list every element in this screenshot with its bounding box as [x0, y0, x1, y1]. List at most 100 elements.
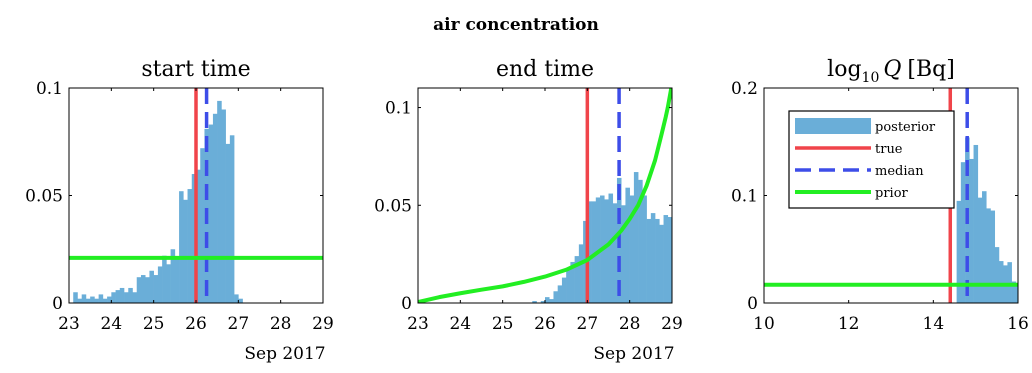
- posterior-bar: [604, 199, 609, 303]
- posterior-bar: [591, 201, 597, 303]
- title-var: Q: [883, 57, 901, 82]
- y-tick-label: 0: [52, 294, 63, 314]
- panels: 23 24 25 26 27 28 29 0 0.05 0.1 Sep 2017 start time…: [25, 57, 1032, 364]
- x-tick-label: 10: [753, 314, 775, 334]
- posterior-bar: [663, 215, 669, 303]
- x-tick-label: 28: [619, 314, 641, 334]
- legend-label-prior: prior: [875, 186, 909, 201]
- posterior-bar: [612, 203, 618, 303]
- posterior-bar: [200, 148, 205, 303]
- posterior-bar: [629, 195, 635, 303]
- y-tick-label: 0.1: [36, 79, 63, 99]
- y-tick-label: 0: [747, 294, 758, 314]
- posterior-bar: [672, 219, 677, 303]
- posterior-bar: [540, 301, 546, 303]
- posterior-bar: [532, 301, 537, 303]
- panel-title: start time: [141, 57, 250, 82]
- x-tick-label: 12: [838, 314, 860, 334]
- posterior-bar: [667, 217, 672, 303]
- figure-title: air concentration: [433, 15, 599, 35]
- posterior-bar: [1015, 284, 1018, 303]
- y-tick-label: 0.2: [731, 79, 758, 99]
- posterior-bar: [566, 269, 571, 303]
- posterior-bar: [153, 275, 159, 303]
- posterior-bar: [650, 213, 656, 303]
- posterior-bar: [90, 296, 95, 303]
- posterior-bar: [179, 191, 184, 303]
- posterior-bar: [549, 299, 554, 303]
- posterior-bar: [1011, 281, 1017, 303]
- posterior-bar: [990, 210, 996, 303]
- posterior-bar: [145, 277, 150, 303]
- posterior-bar: [136, 277, 142, 303]
- x-tick-label: 23: [58, 314, 80, 334]
- posterior-bar: [545, 297, 550, 303]
- posterior-bar: [157, 266, 163, 303]
- prior-curve: [418, 88, 672, 303]
- y-tick-label: 0: [401, 294, 412, 314]
- posterior-bar: [85, 298, 91, 303]
- legend-swatch-posterior: [795, 118, 871, 134]
- posterior-bar: [659, 224, 664, 303]
- panel-2: 23 24 25 26 27 28 29 0 0.05 0.1 Sep 2017 end time: [374, 57, 683, 364]
- posterior-bar: [969, 158, 974, 303]
- posterior-bar: [587, 201, 592, 303]
- legend: posterior true median prior: [788, 110, 955, 209]
- posterior-bar: [973, 144, 979, 303]
- x-tick-label: 27: [228, 314, 250, 334]
- plot-area: [69, 88, 323, 303]
- posterior-bar: [1029, 297, 1032, 303]
- posterior-bar: [977, 197, 983, 303]
- posterior-bar: [119, 287, 125, 303]
- x-tick-label: 25: [143, 314, 165, 334]
- y-tick-label: 0.05: [25, 187, 63, 207]
- title-log: log: [827, 57, 861, 82]
- posterior-bar: [77, 298, 82, 303]
- posterior-bar: [621, 205, 626, 303]
- posterior-bar: [166, 264, 171, 303]
- posterior-bar: [187, 189, 193, 303]
- x-tick-label: 29: [312, 314, 334, 334]
- x-tick-label: 24: [450, 314, 472, 334]
- posterior-bar: [234, 294, 239, 303]
- posterior-bar: [570, 261, 575, 303]
- posterior-bar: [608, 193, 614, 303]
- x-tick-label: 16: [1007, 314, 1029, 334]
- posterior-bar: [102, 298, 108, 303]
- x-axis-label: Sep 2017: [593, 344, 674, 364]
- x-tick-label: 27: [577, 314, 599, 334]
- posterior-bar: [111, 292, 116, 303]
- posterior-bar: [132, 292, 138, 303]
- posterior-bar: [107, 296, 112, 303]
- x-tick-label: 24: [101, 314, 123, 334]
- posterior-bar: [994, 247, 1000, 303]
- posterior-bar: [642, 195, 647, 303]
- posterior-bar: [124, 292, 129, 303]
- posterior-bar: [998, 261, 1004, 303]
- posterior-bar: [986, 208, 991, 303]
- posterior-bar: [162, 255, 167, 303]
- posterior-bar: [646, 218, 652, 303]
- plot-area: [418, 88, 677, 303]
- posterior-bar: [561, 277, 567, 303]
- posterior-bar: [149, 270, 154, 303]
- posterior-bar: [982, 191, 987, 303]
- posterior-bar: [553, 291, 558, 303]
- posterior-bar: [956, 200, 962, 303]
- x-tick-label: 26: [185, 314, 207, 334]
- posterior-bar: [98, 294, 104, 303]
- posterior-bar: [191, 174, 197, 303]
- x-tick-label: 29: [661, 314, 683, 334]
- legend-label-true: true: [875, 142, 903, 157]
- posterior-bar: [655, 218, 660, 303]
- posterior-bar: [170, 249, 176, 303]
- x-tick-label: 23: [407, 314, 429, 334]
- title-subscript: 10: [862, 70, 880, 86]
- posterior-bar: [221, 109, 226, 303]
- posterior-bar: [638, 179, 643, 303]
- posterior-bar: [115, 290, 121, 303]
- posterior-bar: [128, 287, 133, 303]
- panel-title: log10 Q [Bq]: [827, 57, 955, 86]
- posterior-bar: [578, 244, 584, 303]
